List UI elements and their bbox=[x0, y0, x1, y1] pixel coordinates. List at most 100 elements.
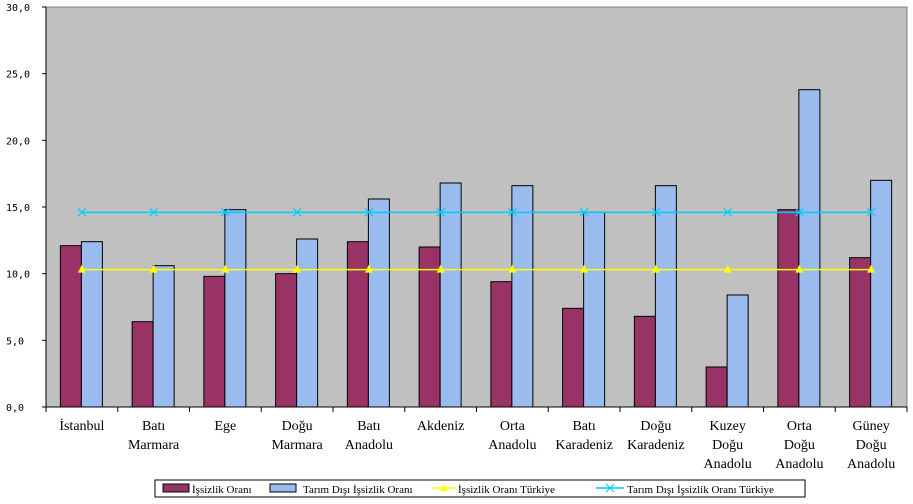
bar-series1-cat2 bbox=[224, 209, 247, 408]
category-label-line: Orta bbox=[787, 419, 813, 434]
line-series2-marker-cat9 bbox=[723, 264, 732, 273]
category-label-line: Akdeniz bbox=[417, 419, 464, 434]
reference-lines bbox=[77, 207, 876, 273]
category-label-10: Orta Doğu Anadolu bbox=[775, 419, 823, 472]
category-label-line: Batı bbox=[357, 419, 380, 434]
bars bbox=[59, 89, 893, 408]
category-label-line: Karadeniz bbox=[627, 438, 685, 453]
category-label-line: İstanbul bbox=[59, 418, 104, 434]
bar-series0-cat6 bbox=[490, 281, 513, 408]
line-series2-marker-cat4 bbox=[364, 264, 373, 273]
legend-swatch-tarim-disi bbox=[269, 483, 297, 493]
bar-series1-cat5 bbox=[439, 182, 462, 408]
line-series3-marker-cat7 bbox=[579, 207, 589, 217]
category-label-4: Batı Anadolu bbox=[345, 419, 393, 453]
bar-series1-cat0 bbox=[80, 241, 103, 408]
plot-area bbox=[45, 6, 908, 408]
category-label-line: Anadolu bbox=[847, 457, 895, 472]
y-tick-label: 5,0 bbox=[6, 336, 24, 347]
y-axis: 0,0 5,0 10,0 15,0 20,0 25,0 30,0 bbox=[6, 3, 47, 414]
bar-series0-cat4 bbox=[346, 241, 369, 408]
category-label-line: Anadolu bbox=[345, 438, 393, 453]
legend-label-tarim-disi: Tarım Dışı İşsizlik Oranı bbox=[303, 484, 413, 496]
line-series3-marker-cat6 bbox=[507, 207, 517, 217]
category-label-6: Orta Anadolu bbox=[488, 419, 536, 453]
bar-series0-cat10 bbox=[777, 209, 800, 408]
category-label-0: İstanbul bbox=[59, 418, 104, 434]
category-label-line: Doğu bbox=[640, 419, 671, 434]
line-series2-marker-cat3 bbox=[293, 264, 302, 273]
line-series2-marker-cat0 bbox=[77, 264, 86, 273]
category-label-line: Orta bbox=[500, 419, 526, 434]
category-label-8: Doğu Karadeniz bbox=[627, 419, 685, 453]
line-series3-marker-cat8 bbox=[651, 207, 661, 217]
line-series2-marker-cat11 bbox=[867, 264, 876, 273]
line-series2-marker-cat6 bbox=[508, 264, 517, 273]
legend-box bbox=[154, 479, 806, 498]
line-series3-marker-cat2 bbox=[220, 207, 230, 217]
bar-series1-cat11 bbox=[870, 179, 893, 408]
category-label-line: Anadolu bbox=[775, 457, 823, 472]
bar-series0-cat3 bbox=[275, 273, 298, 408]
line-series2-marker-cat10 bbox=[795, 264, 804, 273]
category-label-3: Doğu Marmara bbox=[271, 419, 323, 453]
x-axis bbox=[45, 406, 908, 412]
legend-label-issizlik-turkiye: İşsizlik Oranı Türkiye bbox=[458, 484, 555, 496]
y-tick-label: 25,0 bbox=[6, 70, 30, 81]
category-label-line: Kuzey bbox=[709, 419, 746, 434]
legend-label-tarim-disi-turkiye: Tarım Dışı İşsizlik Oranı Türkiye bbox=[627, 484, 774, 496]
category-label-11: Güney Doğu Anadolu bbox=[847, 419, 895, 472]
category-label-line: Doğu bbox=[784, 438, 815, 453]
legend-swatch-issizlik bbox=[162, 483, 190, 493]
category-label-line: Güney bbox=[852, 419, 889, 434]
legend-label-issizlik: İşsizlik Oranı bbox=[192, 484, 252, 496]
category-labels: İstanbul Batı Marmara Ege Doğu Marmara Batı Ana… bbox=[59, 418, 895, 472]
bar-series1-cat6 bbox=[511, 185, 534, 408]
line-series2-marker-cat2 bbox=[221, 264, 230, 273]
category-label-line: Anadolu bbox=[488, 438, 536, 453]
line-series3-marker-cat4 bbox=[364, 207, 374, 217]
bar-series0-cat11 bbox=[849, 257, 872, 408]
y-tick-label: 10,0 bbox=[6, 270, 30, 281]
legend: İşsizlik Oranı Tarım Dışı İşsizlik Oranı… bbox=[154, 479, 806, 498]
category-label-line: Marmara bbox=[128, 438, 180, 453]
category-label-line: Anadolu bbox=[704, 457, 752, 472]
bar-series1-cat4 bbox=[367, 198, 390, 408]
line-series2-marker-cat8 bbox=[651, 264, 660, 273]
category-label-line: Karadeniz bbox=[555, 438, 613, 453]
bar-series1-cat8 bbox=[654, 185, 677, 408]
line-series2-marker-cat5 bbox=[436, 264, 445, 273]
category-label-2: Ege bbox=[214, 419, 236, 434]
line-series3-marker-cat5 bbox=[436, 207, 446, 217]
bar-series1-cat10 bbox=[798, 89, 821, 408]
line-series3-marker-cat0 bbox=[77, 207, 87, 217]
line-series3-marker-cat1 bbox=[149, 207, 159, 217]
legend-marker-tarim-disi-turkiye bbox=[605, 483, 615, 493]
line-series3-marker-cat3 bbox=[292, 207, 302, 217]
bar-series1-cat7 bbox=[583, 211, 606, 408]
line-series3-marker-cat11 bbox=[866, 207, 876, 217]
line-series3-marker-cat10 bbox=[794, 207, 804, 217]
y-tick-label: 15,0 bbox=[6, 203, 30, 214]
category-label-line: Doğu bbox=[856, 438, 887, 453]
y-tick-label: 0,0 bbox=[6, 403, 24, 414]
category-label-line: Batı bbox=[572, 419, 595, 434]
category-label-line: Ege bbox=[214, 419, 236, 434]
category-label-1: Batı Marmara bbox=[128, 419, 180, 453]
bar-series0-cat7 bbox=[562, 307, 585, 408]
category-label-9: Kuzey Doğu Anadolu bbox=[704, 419, 752, 472]
y-tick-label: 20,0 bbox=[6, 136, 30, 147]
line-series2-marker-cat7 bbox=[580, 264, 589, 273]
bar-series0-cat8 bbox=[633, 315, 656, 408]
category-label-line: Marmara bbox=[271, 438, 323, 453]
y-tick-label: 30,0 bbox=[6, 3, 30, 14]
category-label-line: Doğu bbox=[712, 438, 743, 453]
bar-series1-cat3 bbox=[296, 238, 319, 408]
bar-series1-cat1 bbox=[152, 265, 175, 408]
category-label-7: Batı Karadeniz bbox=[555, 419, 613, 453]
category-label-line: Doğu bbox=[282, 419, 313, 434]
bar-series0-cat1 bbox=[131, 321, 154, 408]
category-label-line: Batı bbox=[142, 419, 165, 434]
line-series3-marker-cat9 bbox=[723, 207, 733, 217]
